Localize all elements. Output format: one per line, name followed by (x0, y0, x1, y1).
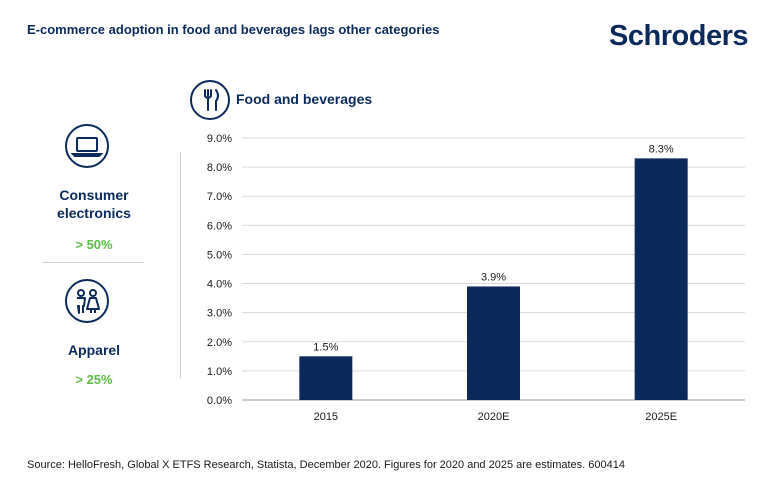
y-tick-label: 9.0% (207, 133, 232, 145)
bar (467, 286, 520, 400)
data-label: 3.9% (481, 271, 506, 283)
x-tick-label: 2025E (645, 411, 677, 423)
apparel-icon (65, 279, 109, 323)
source-note: Source: HelloFresh, Global X ETFS Resear… (27, 459, 625, 471)
brand-logo: Schroders (609, 20, 748, 52)
apparel-value: > 25% (75, 372, 113, 387)
y-tick-label: 5.0% (207, 249, 232, 261)
y-tick-label: 7.0% (207, 191, 232, 203)
separator-line (42, 262, 144, 263)
x-tick-label: 2020E (478, 411, 510, 423)
cutlery-icon (190, 80, 230, 120)
laptop-icon (65, 124, 109, 168)
food-beverages-label: Food and beverages (236, 91, 373, 107)
chart-title: E-commerce adoption in food and beverage… (27, 22, 440, 37)
x-tick-label: 2015 (314, 411, 338, 423)
y-tick-label: 6.0% (207, 220, 232, 232)
bar (299, 356, 353, 400)
apparel-label: Apparel (67, 342, 121, 358)
data-label: 8.3% (649, 143, 674, 155)
y-tick-label: 2.0% (207, 337, 232, 349)
bar (634, 158, 688, 400)
consumer-electronics-label: Consumer electronics (57, 187, 131, 221)
consumer-electronics-value: > 50% (75, 237, 113, 252)
y-tick-label: 3.0% (207, 308, 232, 320)
y-tick-label: 0.0% (207, 395, 232, 407)
data-label: 1.5% (313, 341, 338, 353)
y-tick-label: 1.0% (207, 366, 232, 378)
y-tick-label: 8.0% (207, 162, 232, 174)
panel-divider (180, 152, 181, 378)
y-tick-label: 4.0% (207, 279, 232, 291)
